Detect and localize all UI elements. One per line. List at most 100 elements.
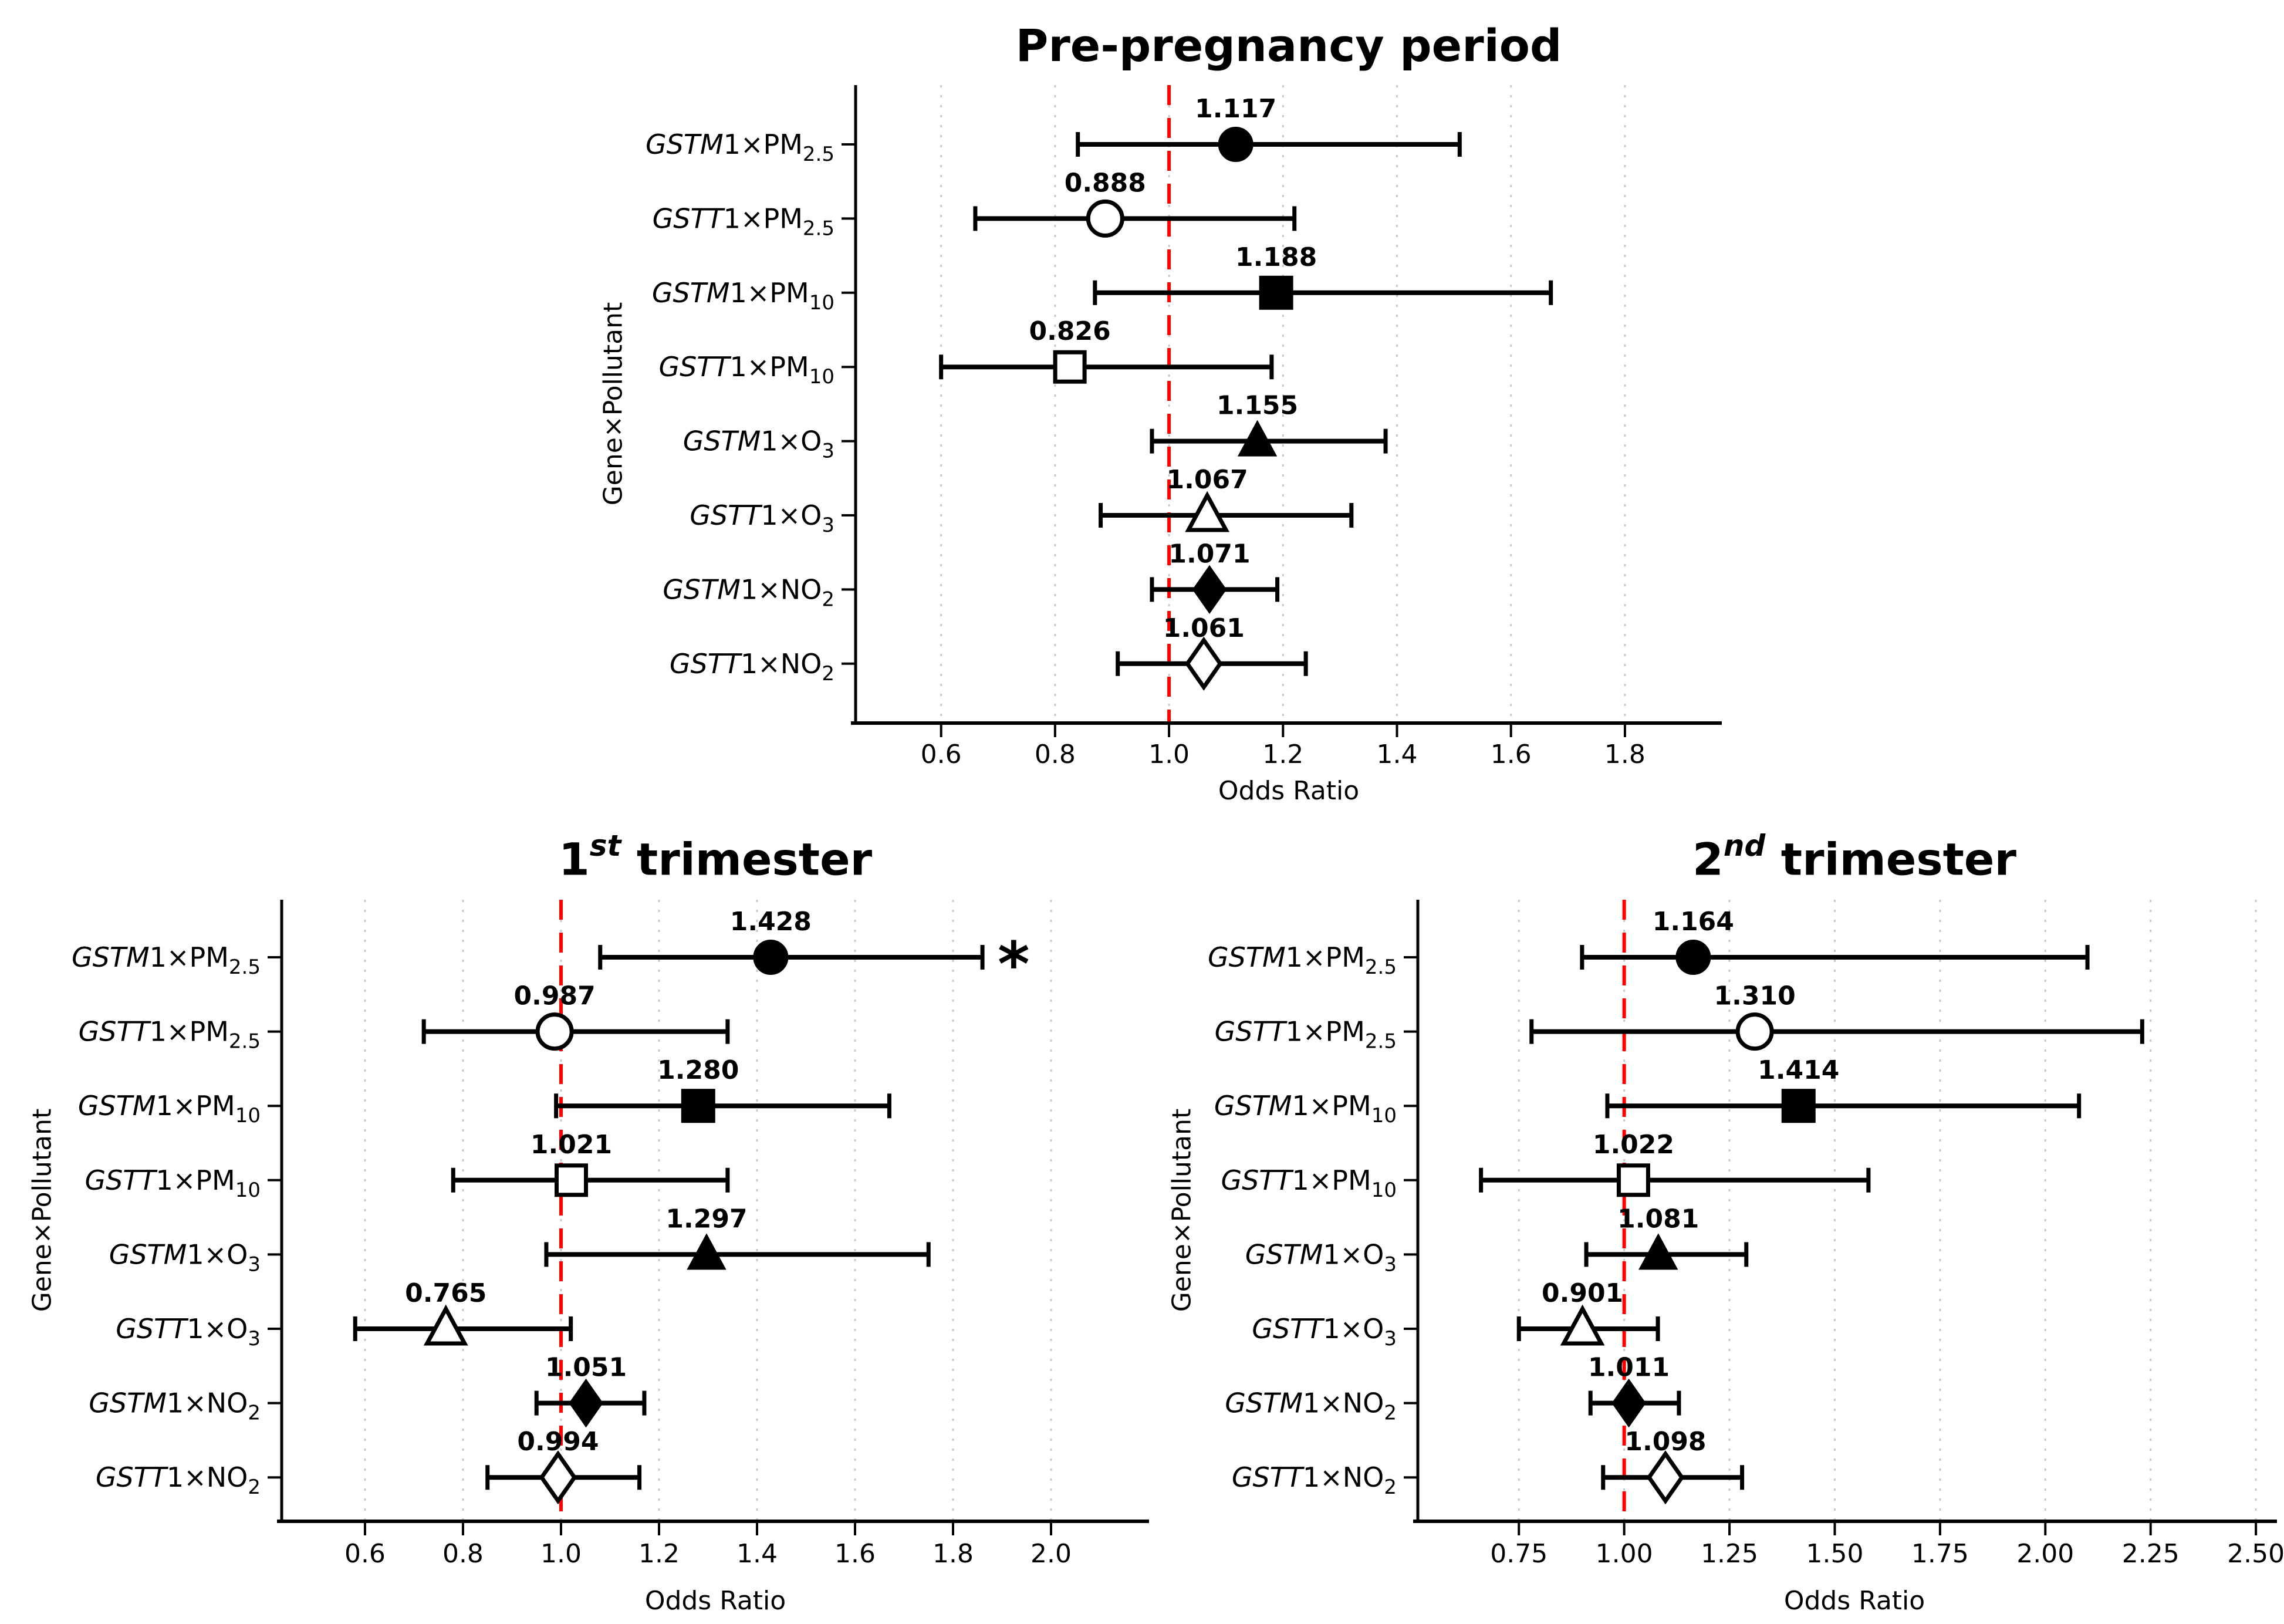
yaxis-label-pre-pregnancy: Gene×Pollutant — [598, 302, 629, 506]
open-triangle-marker — [1560, 1304, 1605, 1346]
title-ordinal-suffix: nd — [1723, 829, 1766, 863]
or-value-label: 1.164 — [1653, 907, 1734, 937]
title-text: trimester — [621, 833, 873, 886]
x-tick-label: 1.75 — [1911, 1539, 1969, 1569]
row-label: GSTM1×PM2.5 — [1208, 941, 1397, 979]
row-label: GSTT1×PM2.5 — [653, 202, 834, 240]
row-label: GSTT1×PM10 — [1221, 1164, 1397, 1202]
filled-circle-marker — [753, 940, 789, 975]
or-value-label: 0.901 — [1542, 1278, 1623, 1308]
or-value-label: 0.994 — [517, 1427, 599, 1457]
row-label: GSTT1×NO2 — [670, 648, 834, 686]
x-tick-label: 1.4 — [736, 1539, 778, 1569]
row-label: GSTT1×NO2 — [1232, 1461, 1397, 1499]
title-first-trimester: 1st trimester — [305, 830, 1126, 886]
or-value-label: 0.765 — [405, 1278, 486, 1308]
row-label: GSTM1×O3 — [109, 1238, 261, 1276]
filled-triangle-marker — [687, 1233, 727, 1270]
row-label: GSTT1×O3 — [690, 499, 834, 537]
open-square-marker — [555, 1163, 589, 1197]
filled-diamond-marker — [1611, 1378, 1646, 1428]
x-tick-label: 2.50 — [2227, 1539, 2284, 1569]
x-tick-label: 2.25 — [2122, 1539, 2180, 1569]
filled-circle-marker — [1675, 940, 1711, 975]
x-tick-label: 1.0 — [540, 1539, 582, 1569]
x-tick-label: 0.6 — [344, 1539, 386, 1569]
open-square-marker — [1053, 350, 1087, 384]
filled-diamond-marker — [1192, 565, 1227, 615]
x-tick-label: 0.6 — [921, 740, 962, 769]
open-circle-marker — [535, 1012, 574, 1051]
xaxis-label-pre-pregnancy: Odds Ratio — [1218, 776, 1360, 806]
x-tick-label: 1.2 — [1262, 740, 1303, 769]
or-value-label: 1.071 — [1168, 539, 1250, 569]
row-label: GSTM1×PM10 — [1214, 1090, 1397, 1127]
or-value-label: 1.280 — [657, 1055, 739, 1085]
x-tick-label: 1.00 — [1596, 1539, 1653, 1569]
open-diamond-marker — [1646, 1450, 1685, 1505]
row-label: GSTM1×PM2.5 — [646, 129, 834, 166]
or-value-label: 0.826 — [1029, 316, 1111, 346]
open-diamond-marker — [1185, 636, 1223, 691]
or-value-label: 1.414 — [1758, 1055, 1839, 1085]
filled-square-marker — [1259, 275, 1293, 310]
x-tick-label: 1.0 — [1148, 740, 1190, 769]
filled-diamond-marker — [569, 1378, 603, 1428]
yaxis-label-first-trimester: Gene×Pollutant — [27, 1108, 58, 1312]
open-diamond-marker — [539, 1450, 577, 1505]
title-second-trimester: 2nd trimester — [1444, 830, 2265, 886]
x-tick-label: 1.6 — [1491, 740, 1532, 769]
xaxis-label-second-trimester: Odds Ratio — [1783, 1586, 1925, 1616]
filled-square-marker — [1781, 1089, 1816, 1123]
x-tick-label: 1.6 — [834, 1539, 876, 1569]
open-circle-marker — [1086, 199, 1124, 238]
row-label: GSTM1×PM2.5 — [72, 941, 261, 979]
row-label: GSTM1×O3 — [683, 426, 834, 463]
title-text: trimester — [1765, 833, 2016, 886]
row-label: GSTM1×PM10 — [652, 277, 834, 315]
row-label: GSTT1×PM2.5 — [79, 1016, 261, 1054]
filled-triangle-marker — [1638, 1233, 1678, 1270]
x-tick-label: 1.8 — [932, 1539, 974, 1569]
or-value-label: 1.428 — [730, 907, 812, 937]
or-value-label: 1.081 — [1617, 1204, 1699, 1234]
or-value-label: 1.021 — [531, 1130, 612, 1160]
row-label: GSTT1×O3 — [1252, 1313, 1397, 1350]
row-label: GSTM1×O3 — [1245, 1238, 1397, 1276]
or-value-label: 1.022 — [1593, 1130, 1674, 1160]
x-tick-label: 1.4 — [1377, 740, 1418, 769]
open-triangle-marker — [423, 1304, 468, 1346]
x-tick-label: 2.0 — [1030, 1539, 1072, 1569]
title-num: 1 — [558, 833, 590, 886]
or-value-label: 1.098 — [1624, 1427, 1706, 1457]
filled-circle-marker — [1218, 127, 1254, 162]
row-label: GSTT1×PM2.5 — [1215, 1016, 1397, 1054]
x-tick-label: 1.8 — [1604, 740, 1646, 769]
title-num: 2 — [1692, 833, 1724, 886]
row-label: GSTT1×PM10 — [658, 351, 834, 389]
x-tick-label: 1.2 — [638, 1539, 680, 1569]
row-label: GSTM1×NO2 — [89, 1387, 261, 1425]
x-tick-label: 0.75 — [1490, 1539, 1548, 1569]
open-triangle-marker — [1185, 491, 1230, 532]
filled-triangle-marker — [1237, 420, 1278, 457]
or-value-label: 1.155 — [1217, 391, 1298, 421]
or-value-label: 1.051 — [545, 1353, 627, 1383]
x-tick-label: 0.8 — [442, 1539, 484, 1569]
title-ordinal-suffix: st — [589, 829, 621, 863]
row-label: GSTT1×O3 — [116, 1313, 261, 1350]
or-value-label: 1.067 — [1167, 465, 1248, 495]
row-label: GSTM1×NO2 — [663, 573, 834, 611]
or-value-label: 0.987 — [514, 981, 596, 1011]
or-value-label: 0.888 — [1065, 168, 1146, 198]
row-label: GSTM1×PM10 — [78, 1090, 261, 1127]
filled-square-marker — [681, 1089, 715, 1123]
title-text: Pre-pregnancy period — [1015, 19, 1562, 72]
x-tick-label: 2.00 — [2016, 1539, 2074, 1569]
x-tick-label: 1.25 — [1701, 1539, 1758, 1569]
or-value-label: 1.310 — [1714, 981, 1796, 1011]
title-pre-pregnancy: Pre-pregnancy period — [878, 21, 1700, 70]
or-value-label: 1.188 — [1235, 242, 1317, 272]
